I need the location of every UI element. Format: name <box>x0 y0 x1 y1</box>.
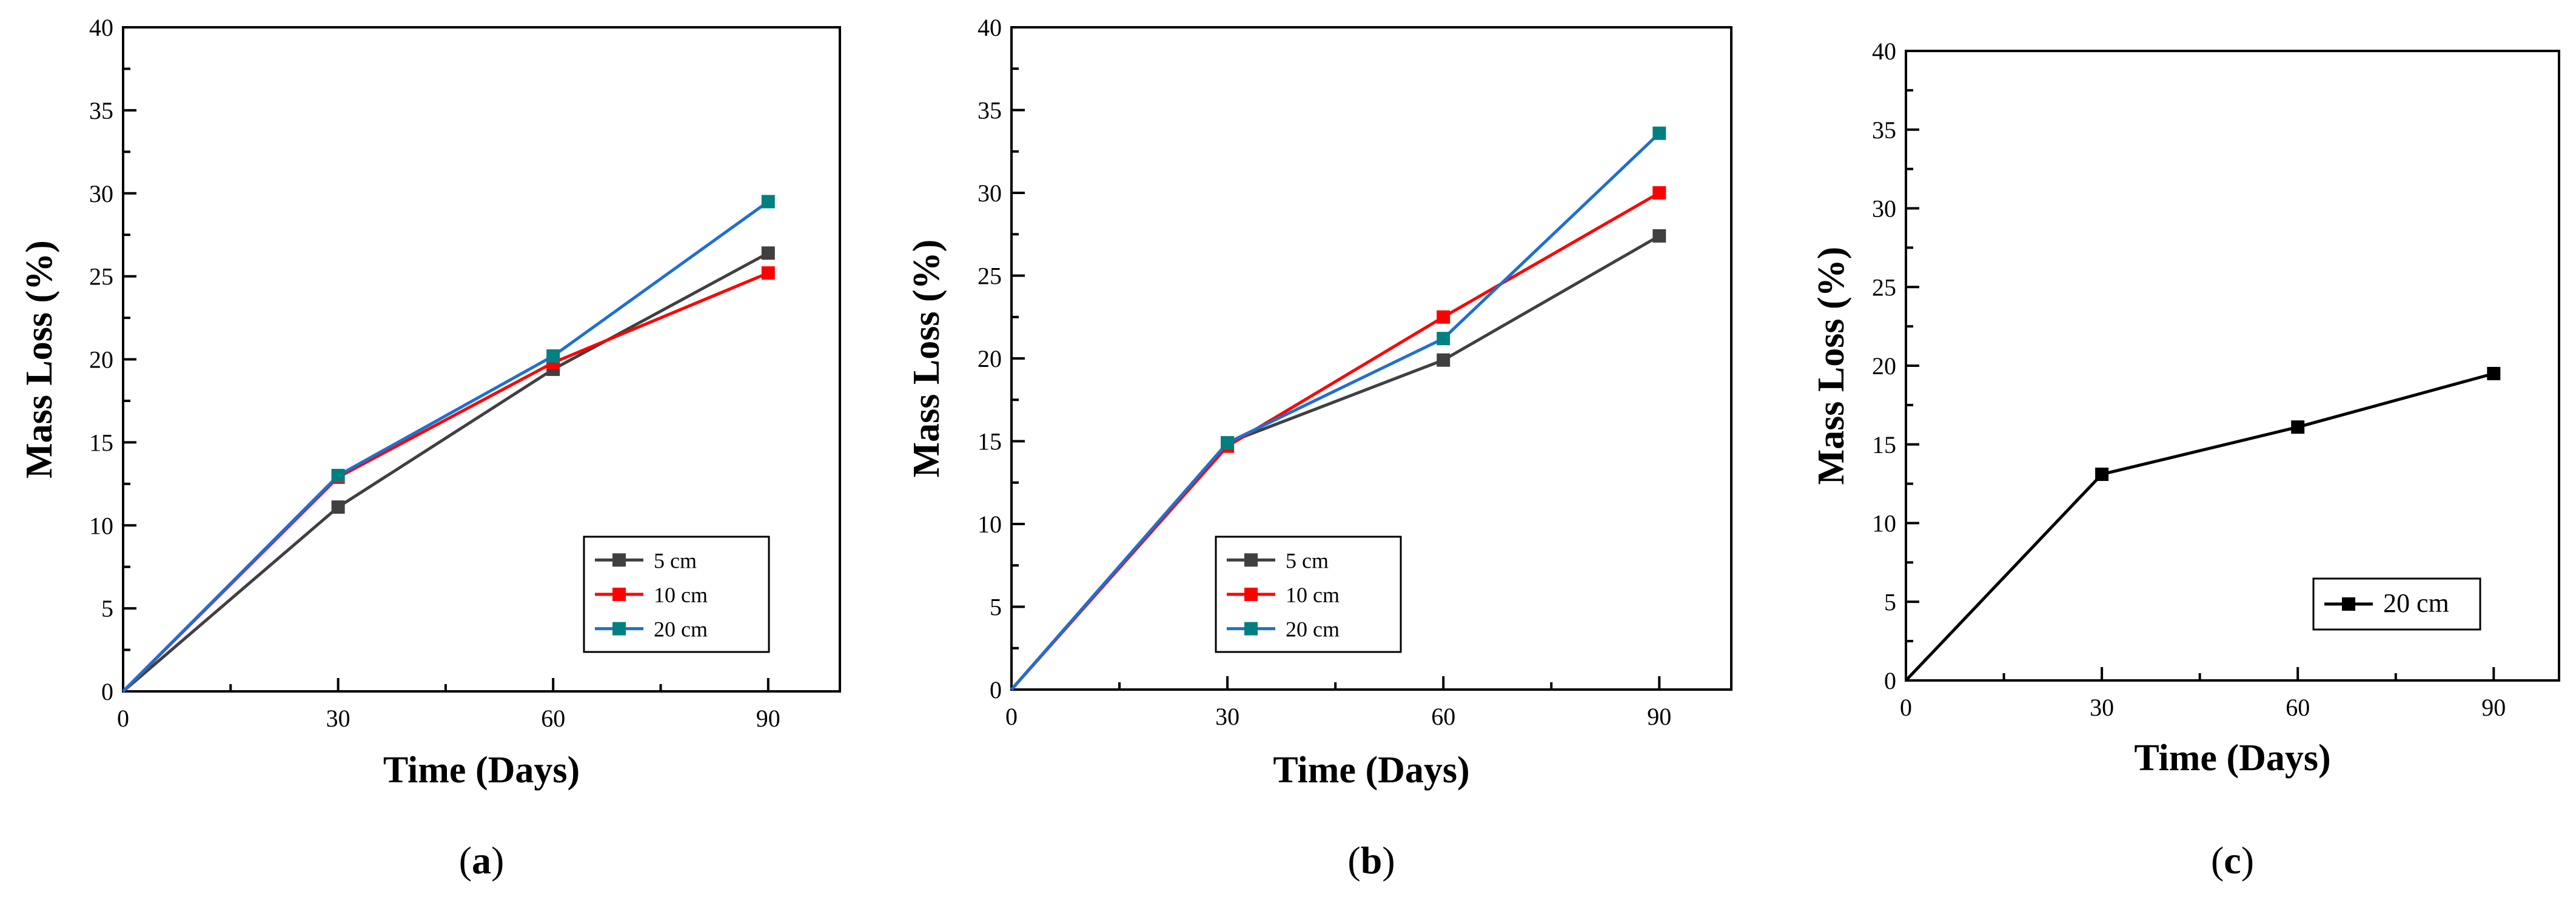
chart-panel-a: 0 5 10 15 20 25 30 35 40 0 30 60 90 Time (Days) Mass L… <box>19 14 841 882</box>
chart-panel-c: 0 5 10 15 20 25 30 35 40 0 30 60 90 Time (Days) Mass L… <box>1811 38 2560 882</box>
data-point-20-cm <box>1221 436 1235 450</box>
panel-caption-part: ) <box>491 839 504 882</box>
x-axis-title: Time (Days) <box>1273 750 1469 791</box>
y-axis-title: Mass Loss (%) <box>19 240 60 479</box>
legend-label: 20 cm <box>2383 588 2449 618</box>
y-tick-label: 35 <box>89 97 113 124</box>
x-tick-label: 60 <box>1431 703 1455 730</box>
y-tick-label: 0 <box>990 676 1002 704</box>
x-tick-label: 60 <box>2286 694 2310 721</box>
panel-caption-part: a <box>472 839 491 882</box>
legend-label: 10 cm <box>1286 583 1340 607</box>
data-point-20-cm <box>2095 468 2109 482</box>
y-tick-label: 40 <box>1872 38 1896 65</box>
y-tick-label: 20 <box>1872 352 1896 380</box>
legend-label: 20 cm <box>654 617 708 642</box>
series-line-5-cm <box>122 252 769 693</box>
y-tick-label: 20 <box>89 346 113 374</box>
panel-caption: (a) <box>459 839 505 882</box>
y-tick-label: 40 <box>89 14 113 41</box>
data-point-5-cm <box>1652 229 1666 243</box>
panel-caption-part: ) <box>2241 839 2254 882</box>
legend-label: 20 cm <box>1286 617 1340 642</box>
x-tick-label: 0 <box>1900 694 1912 721</box>
y-tick-label: 15 <box>89 429 113 456</box>
y-tick-label: 15 <box>1872 431 1896 458</box>
x-tick-label: 30 <box>326 705 351 732</box>
data-point-20-cm <box>2487 366 2501 380</box>
legend-marker <box>2342 597 2355 611</box>
y-tick-label: 10 <box>89 512 113 539</box>
panel-caption-part: ( <box>2211 839 2224 882</box>
data-point-20-cm <box>331 469 345 483</box>
legend-label: 5 cm <box>654 548 697 573</box>
y-tick-label: 40 <box>978 14 1002 41</box>
data-point-20-cm <box>546 349 560 363</box>
legend: 5 cm 10 cm 20 cm <box>1215 536 1402 653</box>
y-tick-label: 5 <box>990 594 1002 621</box>
y-tick-label: 25 <box>89 263 113 290</box>
legend-box <box>2312 577 2481 631</box>
y-tick-label: 0 <box>101 678 113 705</box>
panel-caption-part: b <box>1361 839 1383 882</box>
data-point-10-cm <box>761 266 775 280</box>
x-tick-label: 60 <box>541 705 565 732</box>
y-axis-title: Mass Loss (%) <box>906 240 947 478</box>
panel-caption-part: ) <box>1382 839 1395 882</box>
y-tick-label: 5 <box>1884 588 1896 616</box>
data-point-5-cm <box>331 500 345 514</box>
legend-marker <box>1244 588 1258 601</box>
legend-marker <box>1244 622 1258 636</box>
x-axis-title: Time (Days) <box>383 750 580 791</box>
series-line-20-cm <box>1905 372 2494 682</box>
x-tick-label: 90 <box>1647 703 1671 730</box>
series-line-20-cm <box>122 200 770 693</box>
y-tick-label: 25 <box>978 263 1002 290</box>
data-point-5-cm <box>761 246 775 260</box>
x-tick-label: 90 <box>756 705 780 732</box>
x-axis-title: Time (Days) <box>2134 737 2330 779</box>
legend-marker <box>612 622 626 636</box>
y-tick-label: 35 <box>1872 116 1896 144</box>
x-tick-label: 30 <box>2090 694 2114 721</box>
legend: 5 cm 10 cm 20 cm <box>583 536 770 653</box>
y-tick-label: 30 <box>1872 195 1896 223</box>
x-tick-label: 0 <box>1005 703 1018 730</box>
legend: 20 cm <box>2312 577 2481 631</box>
panel-caption-part: ( <box>459 839 472 882</box>
y-tick-label: 0 <box>1884 667 1896 694</box>
series-line-20-cm <box>1010 132 1661 691</box>
panel-caption-part: ( <box>1347 839 1360 882</box>
x-tick-label: 0 <box>117 705 129 732</box>
data-point-20-cm <box>1652 126 1666 140</box>
data-point-10-cm <box>1437 310 1451 324</box>
y-tick-label: 10 <box>1872 510 1896 537</box>
chart-panel-b: 0 5 10 15 20 25 30 35 40 0 30 60 90 Time (Days) Mass L… <box>906 14 1732 882</box>
data-point-20-cm <box>761 195 775 209</box>
y-tick-label: 30 <box>978 180 1002 207</box>
y-tick-label: 10 <box>978 511 1002 538</box>
panel-caption: (c) <box>2211 839 2254 882</box>
x-tick-label: 30 <box>1215 703 1239 730</box>
y-tick-label: 25 <box>1872 274 1896 301</box>
data-point-20-cm <box>2291 420 2305 434</box>
y-tick-label: 5 <box>101 595 113 622</box>
panel-caption: (b) <box>1347 839 1395 882</box>
y-tick-label: 15 <box>978 428 1002 455</box>
panel-caption-part: c <box>2224 839 2241 882</box>
data-point-5-cm <box>1437 353 1451 367</box>
data-point-20-cm <box>1437 332 1451 346</box>
y-axis-title: Mass Loss (%) <box>1811 247 1852 485</box>
legend-label: 5 cm <box>1286 548 1329 573</box>
legend-marker <box>612 588 626 601</box>
y-tick-label: 35 <box>978 97 1002 124</box>
x-tick-label: 90 <box>2481 694 2506 721</box>
legend-marker <box>1244 553 1258 567</box>
y-tick-label: 30 <box>89 180 113 207</box>
legend-marker <box>612 553 626 567</box>
data-point-10-cm <box>1652 186 1666 200</box>
legend-label: 10 cm <box>654 583 708 607</box>
y-tick-label: 20 <box>978 345 1002 372</box>
